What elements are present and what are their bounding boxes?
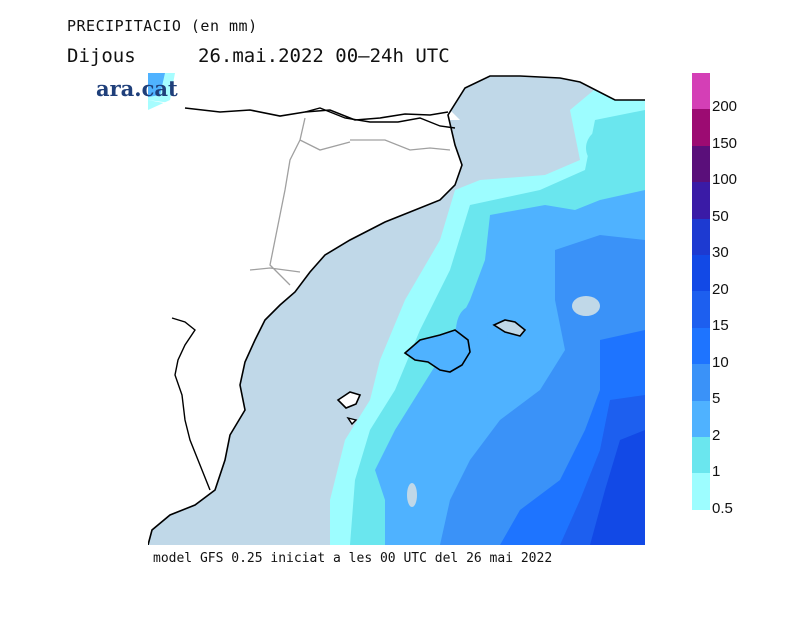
- legend-swatch: [692, 182, 710, 220]
- legend-label: 0.5: [712, 499, 733, 517]
- precip-patch-5mm: [537, 389, 553, 421]
- legend-label: 20: [712, 280, 729, 298]
- precip-band-20mm: [590, 430, 645, 545]
- legend-swatch: [692, 255, 710, 292]
- north-coastline: [184, 107, 449, 121]
- forecast-period: 26.mai.2022 00–24h UTC: [198, 45, 450, 67]
- precip-patch-dry: [572, 296, 600, 316]
- regional-border: [249, 117, 451, 286]
- legend-label: 15: [712, 317, 729, 334]
- legend-swatch: [692, 218, 710, 256]
- legend-swatch: [692, 473, 710, 511]
- island-mallorca: [403, 329, 471, 373]
- legend-swatch: [692, 291, 710, 329]
- legend-label: 200: [712, 98, 738, 115]
- legend-label: 30: [712, 244, 729, 261]
- land-mainland: [148, 73, 645, 545]
- precip-legend: [692, 73, 710, 511]
- forecast-day: Dijous: [67, 45, 136, 67]
- model-footer: model GFS 0.25 iniciat a les 00 UTC del …: [153, 551, 553, 566]
- coastline: [148, 75, 645, 545]
- west-border: [171, 317, 211, 491]
- precip-patch-dry: [407, 483, 417, 507]
- legend-label: 1: [712, 463, 721, 480]
- legend-label: 5: [712, 390, 721, 407]
- legend-swatch: [692, 327, 710, 365]
- legend-swatch: [692, 109, 710, 147]
- land-mainland-top: [148, 100, 460, 120]
- precip-patch-1mm: [586, 126, 638, 170]
- legend-swatch: [692, 400, 710, 438]
- france-border: [304, 107, 456, 129]
- legend-label: 2: [712, 426, 721, 444]
- legend-swatch: [692, 437, 710, 474]
- legend-swatch: [692, 364, 710, 402]
- sea-bay-biscay-core: [148, 73, 165, 97]
- legend-label: 100: [712, 171, 738, 188]
- legend-swatch: [692, 145, 710, 183]
- map-title: PRECIPITACIO (en mm): [67, 17, 258, 35]
- island-menorca: [492, 319, 527, 337]
- island-formentera: [346, 416, 358, 426]
- legend-label: 10: [712, 353, 729, 371]
- legend-swatch: [692, 73, 710, 110]
- brand-logo: ara.cat: [96, 76, 178, 101]
- legend-label: 150: [712, 134, 738, 152]
- legend-label: 50: [712, 207, 729, 225]
- island-ibiza: [336, 391, 362, 409]
